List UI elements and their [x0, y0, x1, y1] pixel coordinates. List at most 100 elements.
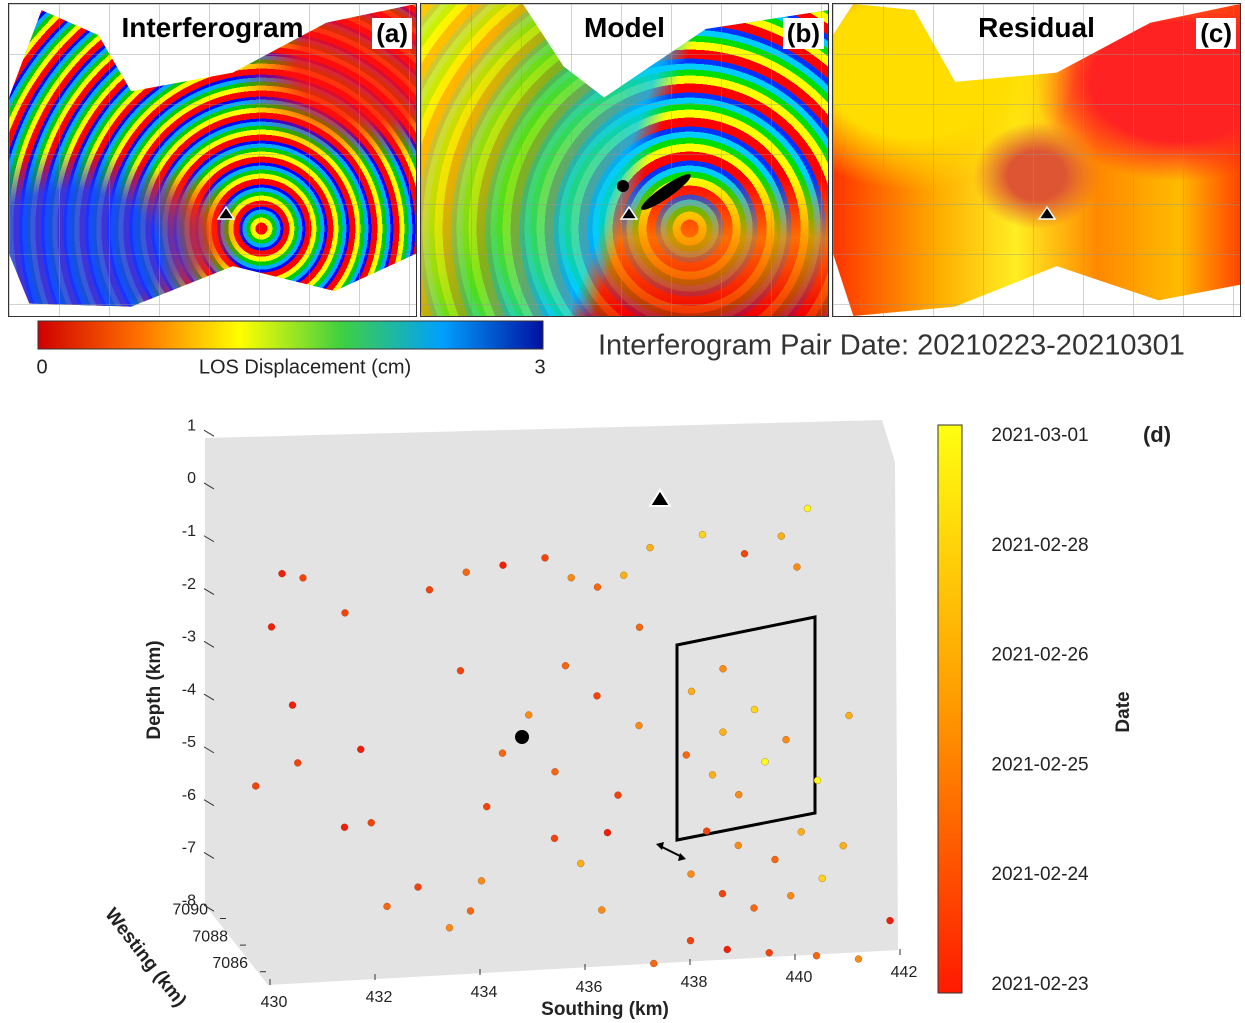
x-axis-label: Southing (km) [541, 999, 669, 1020]
event [561, 661, 570, 670]
event [541, 554, 549, 562]
z-tick-label: -4 [182, 681, 196, 698]
z-tick [203, 746, 215, 754]
colorbar-title: Date [1113, 691, 1134, 732]
event [499, 561, 507, 569]
y-tick-label: 7088 [192, 928, 228, 945]
event [698, 530, 707, 539]
volcano-marker [216, 205, 236, 220]
panel-title: Residual [978, 12, 1095, 43]
event [593, 692, 601, 700]
event [483, 802, 491, 811]
arrow-head [656, 842, 664, 850]
z-tick [203, 693, 215, 701]
z-tick-label: -2 [182, 576, 196, 593]
colorbar-tick-label: 2021-02-24 [991, 864, 1089, 885]
colorbar-tick-label: 2021-02-26 [991, 645, 1088, 666]
event [414, 883, 422, 891]
event [341, 609, 349, 617]
colorbar-tick-label: 2021-02-23 [991, 974, 1088, 995]
x-tick-label: 434 [471, 984, 498, 1001]
arrow-head [678, 853, 686, 861]
event [278, 569, 286, 578]
event [771, 855, 779, 864]
z-tick-label: -7 [182, 840, 196, 857]
model-panel: Model (b) [420, 3, 829, 317]
x-tick-label: 438 [681, 974, 708, 991]
pair-date: Interferogram Pair Date: 20210223-202103… [598, 330, 1185, 362]
event [525, 711, 533, 719]
x-tick-label: 436 [576, 979, 603, 996]
event [294, 759, 302, 767]
event [682, 751, 690, 759]
source-marker [515, 730, 529, 744]
event [777, 532, 785, 540]
panel-label: (a) [372, 18, 412, 49]
event [267, 623, 276, 631]
event [252, 782, 260, 790]
z-tick-label: -1 [182, 523, 196, 540]
event [734, 841, 742, 850]
z-tick-label: -5 [182, 734, 196, 751]
plot-box [205, 420, 898, 985]
event [740, 549, 749, 558]
event [593, 583, 602, 591]
volcano-marker [1037, 205, 1057, 220]
event [635, 721, 643, 730]
event [803, 504, 812, 513]
event [839, 841, 847, 850]
panel-title: Model [584, 12, 665, 43]
event [466, 907, 475, 915]
event [550, 834, 559, 843]
event [299, 574, 307, 582]
colorbar-label: LOS Displacement (cm) [199, 356, 411, 378]
event [886, 916, 894, 925]
event [367, 818, 375, 827]
x-tick-label: 432 [366, 989, 393, 1006]
event [646, 543, 654, 552]
colorbar-tick-label: 2021-02-28 [991, 535, 1088, 556]
panel-label: (c) [1196, 18, 1236, 49]
event [718, 889, 727, 898]
z-tick-label: 0 [187, 470, 196, 487]
event [750, 904, 758, 912]
event [787, 891, 795, 900]
z-tick-label: -3 [182, 629, 196, 646]
volcano-marker [648, 488, 672, 507]
z-tick-label: 1 [187, 417, 196, 434]
z-tick-label: -6 [182, 787, 196, 804]
colorbar-gradient [37, 320, 544, 350]
fault-plane [675, 615, 817, 842]
colorbar-tick-label: 2021-03-01 [991, 425, 1088, 446]
event [687, 870, 695, 878]
model-markers [617, 174, 691, 220]
event [462, 568, 470, 576]
date-colorbar [937, 424, 963, 994]
y-axis-label: Westing (km) [100, 904, 190, 1011]
panel-label: (b) [782, 18, 824, 49]
event [551, 768, 559, 776]
map-grid [833, 4, 1240, 316]
event [750, 705, 759, 714]
z-tick [203, 535, 215, 543]
event [577, 859, 585, 868]
displacement-colorbar: LOS Displacement (cm) Interferogram Pair… [36, 320, 1185, 378]
event [635, 623, 644, 632]
event [598, 906, 606, 914]
z-axis-label: Depth (km) [144, 640, 165, 739]
x-tick-label: 442 [891, 964, 918, 981]
x-tick-label: 430 [261, 994, 288, 1011]
event [686, 936, 695, 945]
event [735, 790, 743, 799]
interferogram-panel: Interferogram (a) [8, 3, 417, 317]
panel-label: (d) [1143, 422, 1171, 447]
event [793, 563, 801, 571]
z-tick [203, 482, 215, 490]
event [703, 827, 711, 835]
event [456, 666, 465, 675]
event [603, 828, 612, 837]
event [477, 877, 486, 885]
event [383, 902, 391, 911]
